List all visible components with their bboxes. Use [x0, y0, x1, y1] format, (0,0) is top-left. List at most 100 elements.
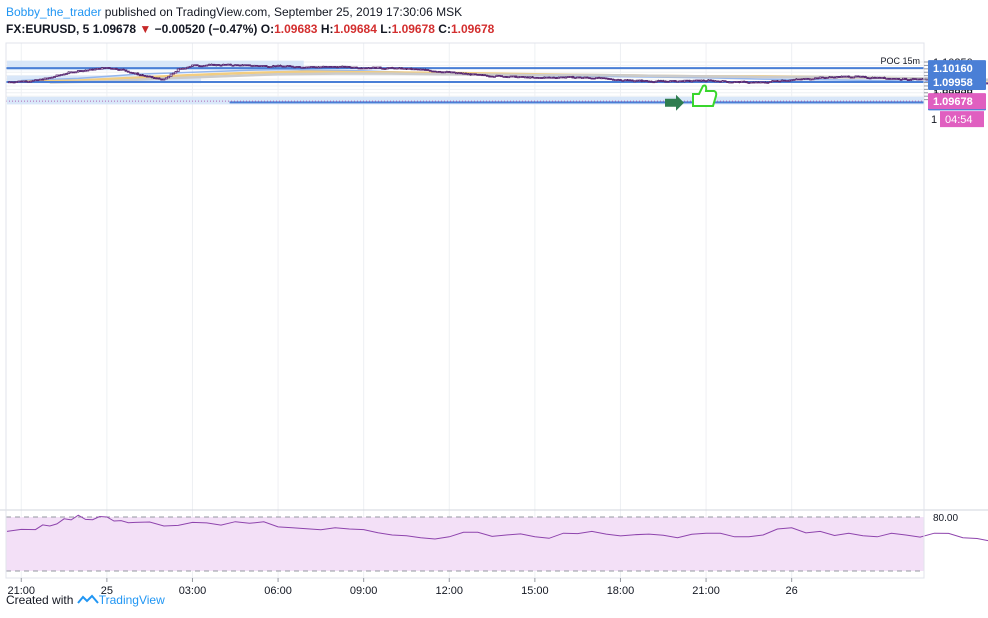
candle-body	[692, 79, 696, 82]
horizontal-levels[interactable]: POC 15m	[6, 56, 924, 104]
candle-body	[431, 70, 435, 73]
candle-body	[547, 76, 551, 79]
annotations	[6, 84, 924, 111]
candle-body	[193, 64, 197, 67]
candle-body	[780, 79, 784, 82]
candle-body	[493, 75, 496, 78]
zone-rect	[7, 60, 304, 71]
candle-body	[421, 68, 425, 71]
candle-body	[91, 68, 94, 71]
x-tick-label: 12:00	[436, 585, 464, 597]
low-value: 1.09678	[391, 22, 435, 36]
candle-body	[868, 77, 872, 80]
candle-body	[745, 81, 748, 84]
candle-body	[768, 81, 772, 83]
candle-body	[659, 80, 663, 82]
candle-body	[326, 66, 330, 68]
candle-body	[921, 78, 924, 81]
candle-body	[328, 66, 332, 68]
candle-body	[628, 79, 632, 82]
candle-body	[369, 67, 373, 70]
candle-body	[79, 70, 83, 72]
candle-body	[202, 64, 206, 67]
candle-body	[191, 64, 194, 67]
candle-body	[638, 79, 641, 82]
candle-body	[471, 73, 475, 76]
candle-body	[635, 79, 639, 82]
candle-body	[331, 66, 335, 68]
candle-body	[347, 66, 351, 68]
candle-body	[526, 76, 530, 79]
candle-body	[245, 64, 249, 67]
candle-body	[787, 79, 791, 82]
candle-body	[773, 80, 777, 83]
candle-body	[899, 78, 903, 81]
candle-body	[799, 78, 803, 81]
candle-body	[609, 78, 613, 81]
tradingview-brand[interactable]: TradingView	[98, 593, 165, 607]
candle-body	[288, 65, 292, 68]
candle-body	[764, 81, 767, 84]
candle-body	[236, 64, 240, 67]
candle-body	[438, 70, 442, 73]
candle-body	[883, 76, 886, 79]
candle-body	[676, 80, 679, 83]
candle-body	[683, 79, 687, 83]
candle-body	[657, 80, 660, 82]
candle-body	[124, 69, 128, 72]
candle-body	[749, 81, 753, 84]
candle-body	[818, 76, 822, 79]
x-tick-label: 03:00	[179, 585, 207, 597]
candle-body	[279, 64, 282, 67]
candle-body	[424, 69, 427, 71]
candle-body	[516, 76, 520, 79]
candle-body	[776, 80, 779, 83]
candle-body	[195, 64, 199, 67]
candle-body	[847, 75, 851, 78]
candle-body	[633, 80, 637, 83]
countdown-label: 04:54	[945, 114, 973, 126]
candle-body	[402, 67, 406, 70]
candle-body	[107, 67, 111, 69]
candle-body	[283, 65, 287, 68]
candle-body	[702, 79, 706, 82]
created-with-text: Created with	[6, 593, 74, 607]
author-link[interactable]: Bobby_the_trader	[6, 5, 102, 19]
candle-body	[906, 79, 910, 81]
candle-body	[153, 77, 156, 79]
candle-body	[521, 76, 525, 78]
candle-body	[390, 67, 394, 69]
candle-body	[576, 76, 580, 79]
candle-body	[300, 66, 304, 69]
candle-body	[155, 77, 159, 80]
candle-body	[321, 65, 325, 68]
candle-body	[88, 68, 92, 71]
candle-body	[852, 76, 855, 79]
candle-body	[894, 78, 898, 80]
candle-body	[317, 66, 320, 69]
candle-body	[797, 78, 801, 81]
candle-body	[269, 66, 273, 68]
candle-body	[205, 64, 209, 67]
candle-body	[255, 64, 259, 67]
candle-body	[400, 67, 404, 70]
candle-body	[67, 71, 71, 74]
candle-body	[747, 82, 751, 84]
candle-body	[885, 77, 889, 80]
candle-body	[840, 75, 843, 78]
candle-body	[759, 81, 763, 84]
candle-body	[24, 80, 28, 83]
candle-body	[250, 65, 254, 68]
open-label: O:	[260, 22, 275, 36]
candle-body	[647, 80, 651, 83]
candle-body	[595, 76, 599, 80]
candle-body	[785, 80, 789, 82]
candle-body	[231, 64, 235, 67]
candle-body	[688, 79, 691, 82]
candle-body	[716, 80, 720, 83]
candle-body	[623, 79, 627, 82]
candle-body	[186, 66, 190, 69]
candle-body	[274, 65, 278, 68]
candle-body	[723, 80, 727, 83]
